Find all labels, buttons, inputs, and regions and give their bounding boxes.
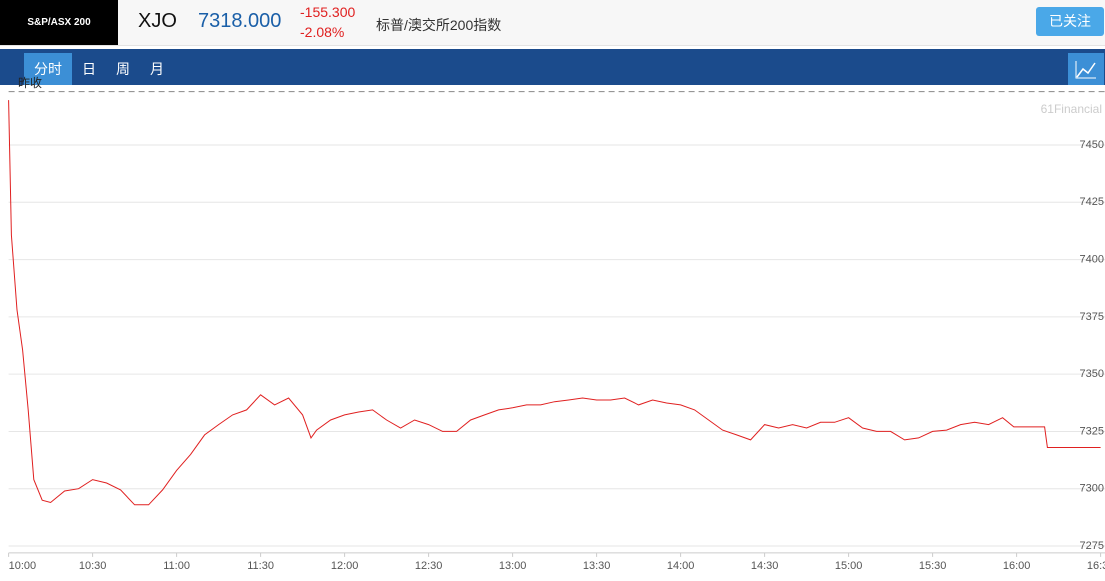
follow-button[interactable]: 已关注 xyxy=(1036,7,1104,36)
tab[interactable]: 月 xyxy=(150,61,164,77)
price: 7318.000 xyxy=(198,10,282,32)
index-name: 标普/澳交所200指数 xyxy=(376,17,502,33)
watermark: 61Financial xyxy=(1041,102,1102,116)
y-tick-label: 7375 xyxy=(1080,311,1104,323)
tab[interactable]: 周 xyxy=(116,61,130,77)
y-tick-label: 7275 xyxy=(1080,540,1104,552)
x-tick-label: 14:00 xyxy=(667,560,695,572)
price-line xyxy=(8,100,1101,506)
x-tick-label: 11:30 xyxy=(247,560,274,572)
x-tick-label: 12:00 xyxy=(331,560,359,572)
y-tick-label: 7325 xyxy=(1080,425,1104,437)
header: S&P/ASX 200 XJO 7318.000 -155.300 -2.08%… xyxy=(0,0,1105,46)
x-tick-label: 13:30 xyxy=(583,560,611,572)
x-tick-label: 15:30 xyxy=(919,560,947,572)
chart-icon[interactable] xyxy=(1068,53,1104,85)
change: -155.300 xyxy=(300,4,356,20)
reference-label: 昨收 xyxy=(18,76,42,90)
x-tick-label: 11:00 xyxy=(163,560,190,572)
change-pct: -2.08% xyxy=(300,24,345,40)
tab-bar: 分时日 周 月 xyxy=(0,49,1105,85)
symbol: XJO xyxy=(138,10,177,32)
x-tick-label: 13:00 xyxy=(499,560,527,572)
y-tick-label: 7425 xyxy=(1080,196,1104,208)
x-tick-label: 14:30 xyxy=(751,560,779,572)
y-tick-label: 7450 xyxy=(1080,139,1104,151)
x-tick-label: 10:30 xyxy=(79,560,107,572)
logo: S&P/ASX 200 xyxy=(0,0,118,45)
x-tick-label: 16:00 xyxy=(1003,560,1031,572)
x-tick-label: 10:00 xyxy=(9,560,37,572)
y-tick-label: 7300 xyxy=(1080,483,1104,495)
y-tick-label: 7350 xyxy=(1080,368,1104,380)
x-tick-label: 15:00 xyxy=(835,560,863,572)
y-tick-label: 7400 xyxy=(1080,253,1104,265)
tab[interactable]: 分时 xyxy=(24,53,72,85)
tab[interactable]: 日 xyxy=(82,61,96,77)
x-tick-label: 16:30 xyxy=(1087,560,1105,572)
x-tick-label: 12:30 xyxy=(415,560,443,572)
